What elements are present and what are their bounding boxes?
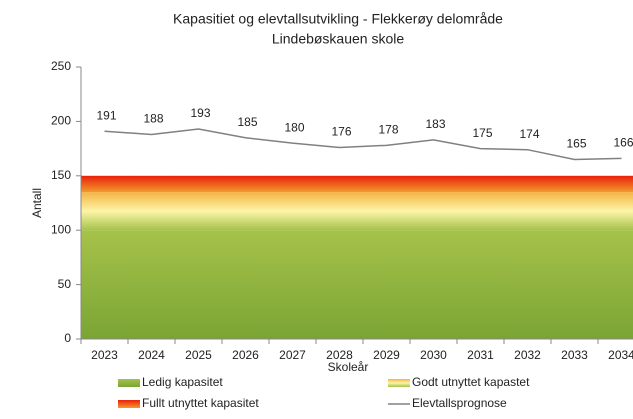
data-label: 180 — [284, 120, 304, 134]
area-segment — [269, 175, 317, 193]
x-tick-label: 2024 — [138, 348, 165, 362]
area-segment — [175, 175, 223, 193]
area-segment — [551, 175, 599, 193]
area-segment — [457, 192, 505, 231]
x-tick-label: 2029 — [373, 348, 400, 362]
area-segment — [222, 175, 270, 193]
area-segment — [363, 192, 411, 231]
y-tick-label: 100 — [51, 222, 71, 236]
area-segment — [316, 230, 364, 339]
data-label: 183 — [425, 117, 445, 131]
data-label: 176 — [331, 125, 351, 139]
legend-swatch — [388, 379, 410, 387]
data-label: 166 — [613, 136, 633, 150]
x-tick-label: 2033 — [561, 348, 588, 362]
x-tick-label: 2028 — [326, 348, 353, 362]
area-segment — [457, 230, 505, 339]
area-segment — [504, 230, 552, 339]
x-axis-label: Skoleår — [328, 360, 369, 374]
area-segment — [269, 230, 317, 339]
area-segment — [551, 230, 599, 339]
area-segment — [81, 230, 129, 339]
legend-label: Fullt utnyttet kapasitet — [142, 396, 259, 410]
area-segment — [175, 230, 223, 339]
area-segment — [128, 175, 176, 193]
area-segment — [410, 230, 458, 339]
area-segment — [175, 192, 223, 231]
area-segment — [410, 175, 458, 193]
y-tick-label: 150 — [51, 168, 71, 182]
y-tick-label: 50 — [58, 277, 72, 291]
data-label: 185 — [237, 115, 257, 129]
area-segment — [363, 175, 411, 193]
area-segment — [598, 192, 633, 231]
x-tick-label: 2027 — [279, 348, 306, 362]
data-label: 191 — [96, 108, 116, 122]
y-tick-label: 0 — [64, 331, 71, 345]
area-segment — [504, 192, 552, 231]
x-tick-label: 2023 — [91, 348, 118, 362]
chart-subtitle: Lindebøskauen skole — [272, 31, 405, 47]
area-segment — [128, 192, 176, 231]
area-segment — [222, 192, 270, 231]
line — [104, 128, 622, 161]
data-label: 175 — [472, 126, 492, 140]
area-segment — [551, 192, 599, 231]
x-tick-label: 2030 — [420, 348, 447, 362]
chart-title: Kapasitiet og elevtallsutvikling - Flekk… — [173, 11, 503, 27]
legend-swatch — [118, 400, 140, 408]
x-tick-label: 2031 — [467, 348, 494, 362]
data-label: 178 — [378, 123, 398, 137]
legend-swatch — [118, 379, 140, 387]
y-tick-label: 250 — [51, 59, 71, 73]
area-segment — [598, 230, 633, 339]
x-tick-label: 2025 — [185, 348, 212, 362]
area-segment — [410, 192, 458, 231]
area-segment — [316, 175, 364, 193]
area-segment — [81, 192, 129, 231]
x-tick-label: 2034 — [608, 348, 633, 362]
y-axis-label: Antall — [30, 188, 44, 218]
area-segment — [598, 175, 633, 193]
legend-label: Godt utnyttet kapastet — [412, 375, 530, 389]
data-label: 174 — [519, 127, 539, 141]
x-tick-label: 2032 — [514, 348, 541, 362]
area-segment — [81, 175, 129, 193]
data-label: 188 — [143, 112, 163, 126]
x-tick-label: 2026 — [232, 348, 259, 362]
legend-label: Elevtallsprognose — [412, 396, 507, 410]
area-segment — [269, 192, 317, 231]
area-segment — [128, 230, 176, 339]
data-label: 165 — [566, 137, 586, 151]
data-label: 193 — [190, 106, 210, 120]
area-segment — [363, 230, 411, 339]
area-segment — [316, 192, 364, 231]
legend-label: Ledig kapasitet — [142, 375, 223, 389]
area-segment — [457, 175, 505, 193]
y-tick-label: 200 — [51, 114, 71, 128]
area-segment — [222, 230, 270, 339]
area-segment — [504, 175, 552, 193]
